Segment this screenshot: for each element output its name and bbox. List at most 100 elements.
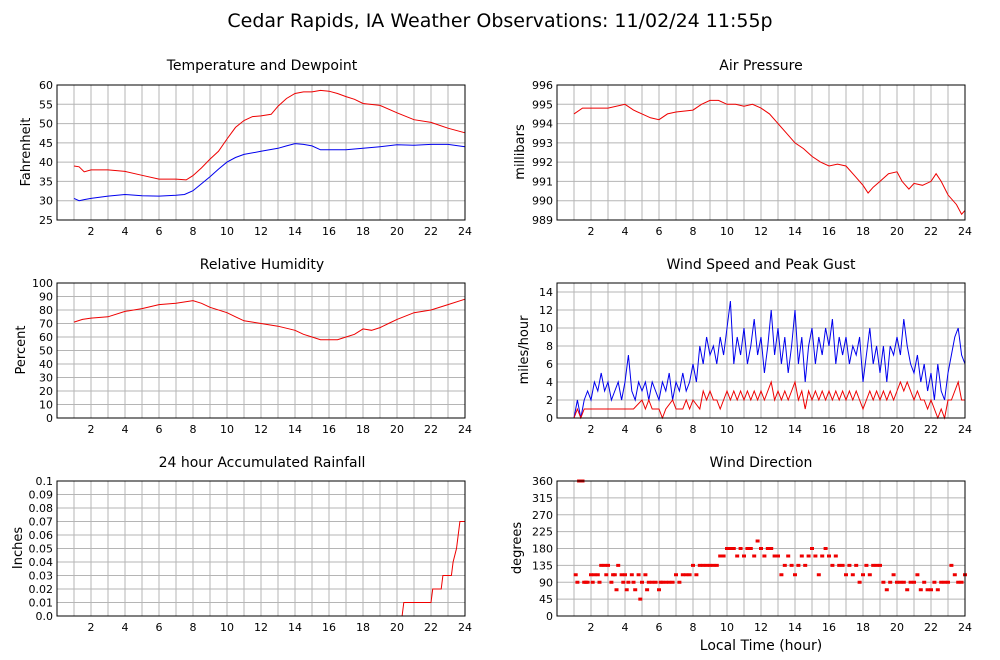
direction-point xyxy=(759,547,763,550)
direction-point xyxy=(806,554,811,558)
direction-point xyxy=(575,580,580,584)
wind-series-0-line xyxy=(573,300,966,419)
direction-point xyxy=(616,563,621,567)
direction-point xyxy=(636,573,641,577)
direction-point xyxy=(680,573,685,577)
direction-point xyxy=(935,588,940,592)
rainfall-y-tick-label: 0.04 xyxy=(29,556,54,569)
direction-point xyxy=(735,554,740,558)
wind-x-tick-label: 10 xyxy=(720,423,734,436)
direction-x-tick-label: 18 xyxy=(856,621,870,634)
pressure-x-tick-label: 10 xyxy=(720,225,734,238)
direction-point xyxy=(789,563,794,567)
direction-point xyxy=(701,563,706,567)
direction-point xyxy=(742,554,746,558)
temperature-chart-title: Temperature and Dewpoint xyxy=(166,58,358,74)
direction-point xyxy=(711,563,716,567)
direction-x-tick-label: 14 xyxy=(788,621,802,634)
direction-point xyxy=(752,554,757,558)
direction-x-tick-label: 6 xyxy=(656,621,663,634)
rainfall-chart-title: 24 hour Accumulated Rainfall xyxy=(159,455,366,471)
rainfall-y-tick-label: 0.09 xyxy=(29,489,54,502)
rainfall-frame xyxy=(56,480,466,617)
direction-point xyxy=(840,563,845,567)
direction-point xyxy=(646,580,651,584)
wind-y-tick-label: 0 xyxy=(546,412,553,425)
temperature-x-tick-label: 22 xyxy=(424,225,438,238)
temperature-y-tick-label: 55 xyxy=(39,98,53,111)
wind-chart-title: Wind Speed and Peak Gust xyxy=(667,257,856,273)
rainfall-y-tick-label: 0.1 xyxy=(36,475,54,488)
temperature-y-tick-label: 30 xyxy=(39,195,53,208)
direction-point xyxy=(725,547,729,550)
direction-point xyxy=(830,563,835,567)
temperature-y-tick-label: 35 xyxy=(39,175,53,188)
direction-point xyxy=(590,580,595,584)
rainfall-y-tick-label: 0.07 xyxy=(29,516,54,529)
temperature-y-tick-label: 40 xyxy=(39,156,53,169)
direction-chart-ylabel: degrees xyxy=(510,522,525,575)
pressure-y-tick-label: 991 xyxy=(532,175,553,188)
rainfall-y-tick-label: 0.05 xyxy=(29,543,54,556)
direction-point xyxy=(684,573,689,577)
direction-point xyxy=(952,573,957,577)
direction-point xyxy=(718,554,723,558)
pressure-y-tick-label: 996 xyxy=(532,79,553,92)
pressure-x-tick-label: 12 xyxy=(754,225,768,238)
direction-point xyxy=(932,580,937,584)
wind-frame xyxy=(556,282,966,419)
direction-point xyxy=(847,563,852,567)
direction-y-tick-label: 180 xyxy=(532,543,553,556)
pressure-x-tick-label: 24 xyxy=(958,225,972,238)
humidity-y-tick-label: 50 xyxy=(39,345,53,358)
direction-point xyxy=(813,554,818,558)
direction-point xyxy=(939,580,944,584)
wind-series-1-line xyxy=(573,380,965,420)
rainfall-x-tick-label: 4 xyxy=(122,621,129,634)
direction-series-0 xyxy=(573,479,967,601)
pressure-y-tick-label: 989 xyxy=(532,214,553,227)
pressure-series-0-line xyxy=(573,99,966,216)
wind-y-tick-label: 8 xyxy=(546,340,553,353)
pressure-y-tick-label: 993 xyxy=(532,137,553,150)
direction-point xyxy=(621,580,626,584)
direction-chart-xlabel: Local Time (hour) xyxy=(700,638,822,654)
direction-point xyxy=(769,547,774,550)
direction-point xyxy=(925,588,930,592)
direction-point xyxy=(816,573,821,577)
direction-point xyxy=(650,580,655,584)
humidity-x-tick-label: 6 xyxy=(156,423,163,436)
direction-point xyxy=(677,580,682,584)
direction-point xyxy=(891,573,896,577)
direction-x-tick-label: 20 xyxy=(890,621,904,634)
wind-x-tick-label: 2 xyxy=(588,423,595,436)
direction-point xyxy=(786,554,791,558)
direction-point xyxy=(823,547,828,550)
humidity-chart: Relative Humidity Percent 2 4 6 8 10 12 14 16 18… xyxy=(14,257,472,436)
rainfall-x-tick-label: 14 xyxy=(288,621,302,634)
direction-chart: Wind Direction degrees Local Time (hour)… xyxy=(510,455,972,654)
wind-y-tick-label: 14 xyxy=(539,286,553,299)
temperature-x-tick-label: 10 xyxy=(220,225,234,238)
direction-point xyxy=(728,547,733,550)
humidity-x-tick-label: 14 xyxy=(288,423,302,436)
temperature-frame xyxy=(56,84,466,221)
direction-point xyxy=(738,547,743,550)
direction-point xyxy=(898,580,903,584)
direction-point xyxy=(922,580,927,584)
pressure-chart-title: Air Pressure xyxy=(719,58,802,74)
wind-y-tick-label: 12 xyxy=(539,304,553,317)
temperature-series-1-line xyxy=(73,143,466,202)
direction-point xyxy=(721,554,726,558)
direction-point xyxy=(606,563,610,567)
rainfall-x-tick-label: 18 xyxy=(356,621,370,634)
direction-point xyxy=(762,554,767,558)
direction-point xyxy=(888,580,893,584)
direction-y-tick-label: 315 xyxy=(532,492,553,505)
humidity-x-tick-label: 12 xyxy=(254,423,268,436)
direction-point xyxy=(687,573,692,577)
humidity-x-tick-label: 24 xyxy=(458,423,472,436)
rainfall-x-tick-label: 24 xyxy=(458,621,472,634)
temperature-y-tick-label: 50 xyxy=(39,118,53,131)
